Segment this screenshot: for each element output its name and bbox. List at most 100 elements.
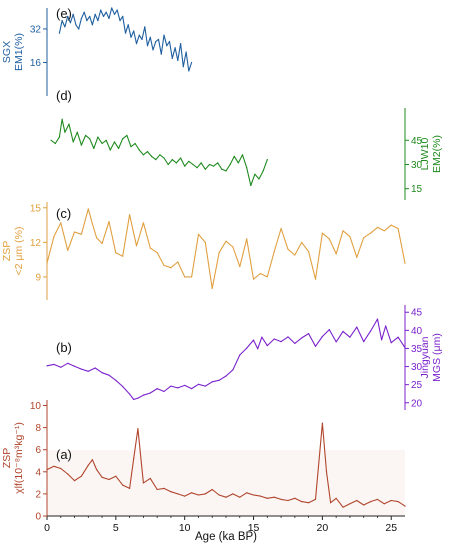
panel-c-point (363, 237, 365, 239)
panel-b-point (170, 385, 172, 387)
panel-c-point (108, 221, 110, 223)
panel-d-point (233, 155, 235, 157)
panel-c-point (67, 249, 69, 251)
panel-e-point (152, 49, 154, 51)
panel-e-point (138, 34, 140, 36)
panel-c-point (273, 251, 275, 253)
panel-b-point (273, 338, 275, 340)
panel-c-point (321, 232, 323, 234)
panel-c-point (204, 241, 206, 243)
panel-a-y-tick-label: 0 (35, 512, 41, 523)
panel-c-tag: (c) (56, 206, 71, 221)
panel-d-point (163, 157, 165, 159)
panel-a-point (170, 491, 172, 493)
panel-a-point (80, 475, 82, 477)
panel-d-points (50, 118, 268, 187)
panel-c-point (156, 252, 158, 254)
panel-a-point (397, 501, 399, 503)
panel-e-point (141, 38, 143, 41)
panel-d-y-tick-label: 15 (411, 184, 423, 195)
panel-a-point (191, 492, 193, 494)
panel-a-point (133, 458, 135, 460)
panel-a-point (252, 494, 255, 496)
panel-b-axis-title-line1: Jingyuan (419, 336, 431, 378)
panel-b-point (133, 398, 135, 401)
panel-b-point (108, 374, 110, 376)
panel-b-point (363, 341, 365, 343)
panel-a-point (239, 496, 241, 498)
panel-d-point (159, 154, 161, 156)
panel-c-point (356, 256, 358, 258)
panel-a-point (163, 487, 165, 489)
panel-e-point (83, 11, 85, 13)
panel-e-point (160, 53, 162, 55)
panel-a-y-tick-label: 10 (30, 401, 42, 412)
panel-d-point (89, 138, 91, 140)
panel-a-point (197, 494, 200, 496)
panel-b-point (73, 365, 76, 367)
panel-c-point (218, 252, 220, 254)
panel-c-point (60, 222, 62, 224)
panel-c-series-line (46, 208, 406, 290)
panel-d-point (101, 142, 103, 145)
panel-b-points (46, 318, 406, 401)
panel-c-axis-title: ZSP <2 μm (%) (1, 227, 25, 276)
panel-e-point (67, 15, 69, 17)
panel-e-y-tick-label: 32 (30, 24, 42, 35)
panel-a-point (67, 473, 69, 475)
panel-d-point (246, 167, 248, 169)
panel-c-point (80, 233, 82, 235)
panel-c-point (87, 208, 89, 210)
panel-c-point (191, 276, 193, 278)
panel-b-point (46, 365, 48, 367)
panel-c-point (252, 278, 255, 280)
panel-a-point (91, 459, 93, 461)
panel-b-point (142, 394, 144, 396)
panel-e-point (171, 57, 173, 59)
panel-e-point (130, 36, 132, 38)
panel-b-point (257, 348, 259, 350)
panel-b-point (101, 372, 103, 374)
series-layer (46, 7, 406, 508)
panel-a-point (404, 505, 406, 507)
panel-c-point (404, 262, 406, 264)
panel-e-point (188, 70, 190, 72)
panel-e-axis-title-line1: SGX (1, 41, 13, 63)
panel-d-point (241, 154, 244, 156)
panel-b-point (261, 336, 263, 338)
panel-c-point (239, 266, 241, 268)
panel-c-point (376, 226, 379, 228)
panel-a-point (308, 502, 310, 504)
panel-e-point (89, 15, 91, 17)
panel-c-point (308, 251, 310, 253)
panel-d-point (109, 149, 111, 151)
x-tick-label: 20 (317, 522, 329, 534)
panel-e-point (78, 28, 80, 30)
panel-c-point (184, 276, 186, 278)
panel-d-point (254, 173, 256, 175)
panel-e-point (86, 20, 88, 22)
panel-d-point (266, 159, 268, 161)
panel-d-point (204, 168, 206, 170)
panel-a-point (177, 493, 179, 495)
panel-b-point (163, 390, 165, 393)
panel-e-point (94, 13, 96, 15)
panel-a-point (325, 471, 328, 473)
panel-e-point (124, 32, 127, 34)
panel-e-point (122, 15, 124, 17)
axes-layer (43, 8, 409, 520)
panel-a-point (204, 493, 206, 495)
panel-a-point (314, 498, 317, 500)
panel-c-point (328, 238, 330, 240)
panel-d-point (208, 163, 211, 166)
panel-b-point (53, 363, 55, 365)
panel-b-point (94, 367, 96, 369)
panel-e-point (69, 22, 71, 24)
panel-b-point (370, 330, 372, 332)
panel-b-point (122, 385, 124, 388)
panel-d-point (167, 163, 169, 166)
panel-c-point (101, 242, 103, 245)
panel-e-point (185, 51, 187, 53)
panel-b-y-tick-label: 25 (411, 380, 423, 391)
